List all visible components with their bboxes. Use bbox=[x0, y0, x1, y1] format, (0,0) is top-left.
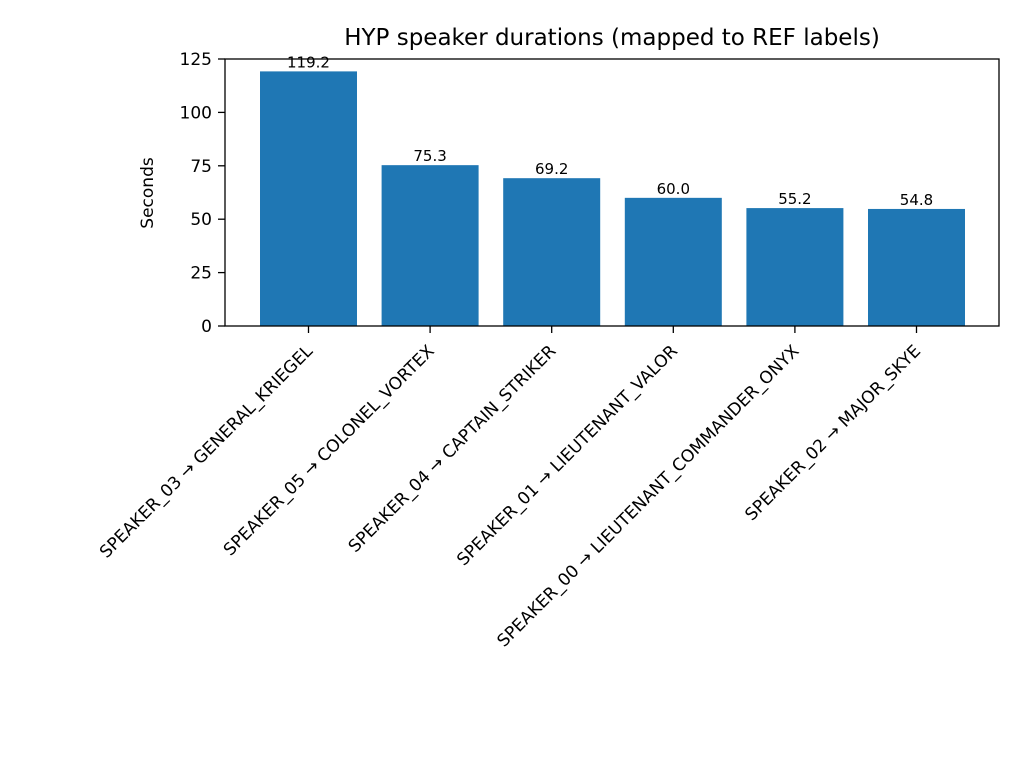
plot-frame bbox=[224, 58, 1000, 327]
y-tick-label: 50 bbox=[190, 210, 212, 230]
y-axis-label: Seconds bbox=[138, 157, 158, 229]
y-tick-label: 125 bbox=[180, 50, 212, 70]
bar bbox=[260, 71, 357, 327]
bar-value-label: 75.3 bbox=[413, 147, 446, 165]
bar bbox=[746, 208, 844, 326]
bar bbox=[381, 165, 479, 326]
bars bbox=[260, 71, 965, 327]
x-tick-label: SPEAKER_01 → LIEUTENANT_VALOR bbox=[453, 341, 682, 570]
x-tick-label: SPEAKER_05 → COLONEL_VORTEX bbox=[220, 341, 439, 560]
bar bbox=[624, 197, 722, 326]
x-tick-label: SPEAKER_03 → GENERAL_KRIEGEL bbox=[96, 341, 317, 562]
data-labels: 119.2 75.3 69.2 60.0 55.2 54.8 bbox=[287, 53, 933, 209]
bar-value-label: 55.2 bbox=[778, 190, 811, 208]
y-tick-label: 75 bbox=[190, 157, 212, 177]
bar-value-label: 69.2 bbox=[535, 160, 568, 178]
bar bbox=[868, 208, 965, 326]
y-tick-label: 0 bbox=[201, 317, 212, 337]
y-tick-label: 100 bbox=[180, 103, 212, 123]
y-axis-ticks: 0 25 50 75 100 125 bbox=[180, 50, 225, 337]
x-tick-label: SPEAKER_04 → CAPTAIN_STRIKER bbox=[345, 341, 561, 557]
y-tick-label: 25 bbox=[190, 264, 212, 284]
bar-value-label: 54.8 bbox=[900, 191, 933, 209]
bar bbox=[503, 178, 601, 326]
bar-value-label: 60.0 bbox=[657, 180, 690, 198]
bar-value-label: 119.2 bbox=[287, 53, 330, 71]
chart-title: HYP speaker durations (mapped to REF lab… bbox=[344, 25, 880, 51]
